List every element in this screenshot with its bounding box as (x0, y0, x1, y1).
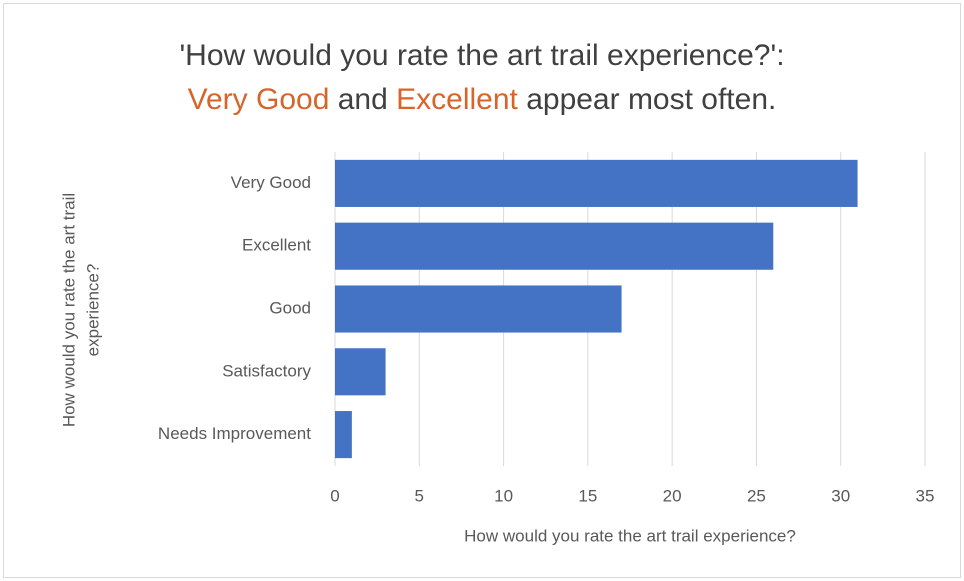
title-segment: Very Good (188, 83, 330, 116)
title-segment: and (329, 83, 396, 116)
y-tick-label: Good (269, 298, 311, 317)
x-tick-label: 30 (831, 486, 850, 505)
x-tick-label: 35 (916, 486, 935, 505)
chart-title: 'How would you rate the art trail experi… (179, 39, 784, 72)
x-tick-label: 15 (578, 486, 597, 505)
y-tick-label: Very Good (231, 173, 311, 192)
x-tick-label: 20 (663, 486, 682, 505)
bar (335, 285, 622, 333)
bar (335, 222, 774, 270)
title-segment: appear most often. (518, 83, 777, 116)
bar (335, 348, 386, 396)
x-axis-label: How would you rate the art trail experie… (464, 526, 796, 545)
y-axis-label-line: How would you rate the art trail (59, 193, 78, 427)
x-tick-label: 25 (747, 486, 766, 505)
y-tick-label: Needs Improvement (158, 424, 311, 443)
y-tick-label: Excellent (242, 236, 311, 255)
x-tick-label: 10 (494, 486, 513, 505)
y-tick-label: Satisfactory (222, 361, 311, 380)
y-axis-label-line: experience? (83, 264, 102, 357)
bar (335, 411, 352, 459)
x-tick-label: 5 (415, 486, 424, 505)
y-axis-label: How would you rate the art trail experie… (59, 193, 102, 427)
title-segment: Excellent (396, 83, 518, 116)
x-tick-label: 0 (330, 486, 339, 505)
chart-subtitle: Very Good and Excellent appear most ofte… (188, 83, 777, 116)
bar (335, 159, 858, 207)
